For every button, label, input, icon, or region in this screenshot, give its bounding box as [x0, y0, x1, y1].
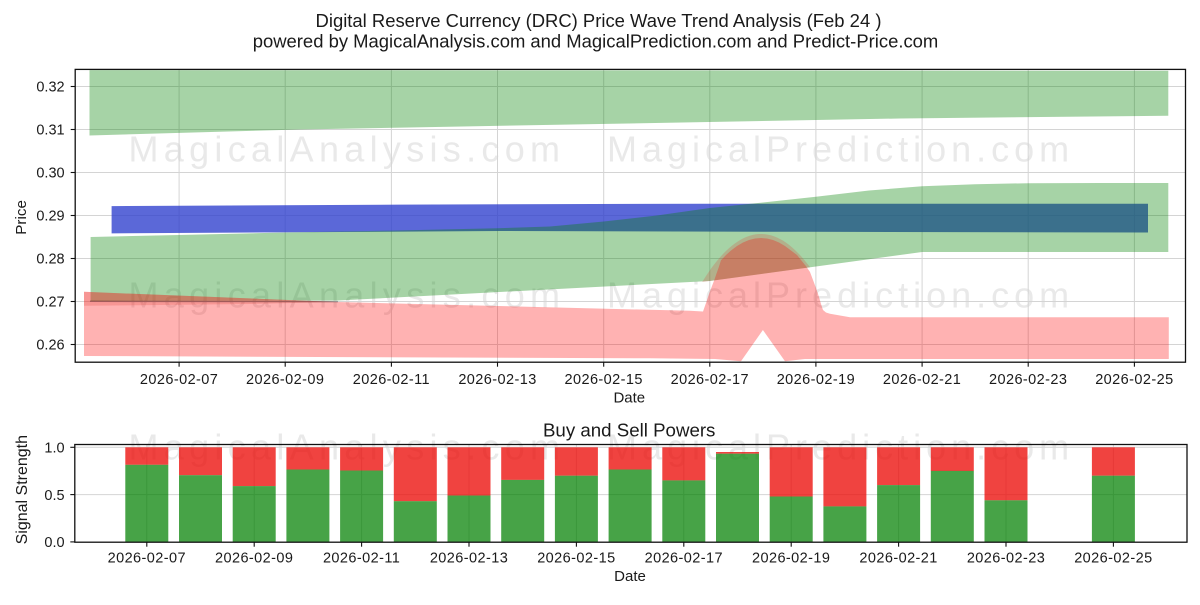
- svg-text:0.31: 0.31: [36, 123, 64, 139]
- svg-text:2026-02-15: 2026-02-15: [537, 550, 615, 566]
- svg-text:MagicalPrediction.com: MagicalPrediction.com: [607, 128, 1074, 169]
- svg-text:Date: Date: [614, 568, 646, 585]
- svg-text:2026-02-11: 2026-02-11: [353, 372, 430, 388]
- svg-text:Digital Reserve Currency (DRC): Digital Reserve Currency (DRC) Price Wav…: [316, 10, 882, 31]
- svg-text:Signal Strength: Signal Strength: [14, 435, 31, 544]
- svg-text:2026-02-25: 2026-02-25: [1074, 550, 1152, 566]
- svg-text:2026-02-19: 2026-02-19: [752, 550, 830, 566]
- svg-text:2026-02-07: 2026-02-07: [108, 550, 186, 566]
- svg-text:2026-02-21: 2026-02-21: [883, 372, 961, 388]
- svg-text:Buy and Sell Powers: Buy and Sell Powers: [543, 420, 715, 441]
- svg-text:0.26: 0.26: [36, 338, 64, 354]
- svg-text:2026-02-11: 2026-02-11: [323, 550, 400, 566]
- svg-text:MagicalAnalysis.com: MagicalAnalysis.com: [129, 128, 566, 169]
- svg-text:powered by MagicalAnalysis.com: powered by MagicalAnalysis.com and Magic…: [253, 31, 939, 52]
- svg-text:2026-02-21: 2026-02-21: [859, 550, 937, 566]
- svg-text:0.0: 0.0: [44, 535, 64, 551]
- svg-text:Price: Price: [13, 200, 30, 235]
- svg-text:Date: Date: [613, 390, 645, 407]
- svg-text:0.28: 0.28: [36, 252, 64, 268]
- svg-text:2026-02-15: 2026-02-15: [565, 372, 643, 388]
- svg-text:0.5: 0.5: [44, 488, 64, 504]
- svg-text:2026-02-23: 2026-02-23: [967, 550, 1045, 566]
- svg-text:2026-02-17: 2026-02-17: [671, 372, 749, 388]
- svg-text:2026-02-17: 2026-02-17: [645, 550, 723, 566]
- svg-text:2026-02-13: 2026-02-13: [430, 550, 508, 566]
- svg-text:0.27: 0.27: [36, 295, 64, 311]
- svg-text:2026-02-13: 2026-02-13: [458, 372, 536, 388]
- svg-text:0.30: 0.30: [36, 166, 64, 182]
- svg-text:2026-02-09: 2026-02-09: [246, 372, 324, 388]
- svg-text:0.32: 0.32: [36, 80, 64, 96]
- svg-text:0.29: 0.29: [36, 209, 64, 225]
- svg-text:2026-02-25: 2026-02-25: [1095, 372, 1173, 388]
- svg-text:1.0: 1.0: [44, 441, 64, 457]
- svg-text:2026-02-07: 2026-02-07: [140, 372, 218, 388]
- svg-text:2026-02-09: 2026-02-09: [215, 550, 293, 566]
- svg-text:2026-02-19: 2026-02-19: [777, 372, 855, 388]
- svg-text:2026-02-23: 2026-02-23: [989, 372, 1067, 388]
